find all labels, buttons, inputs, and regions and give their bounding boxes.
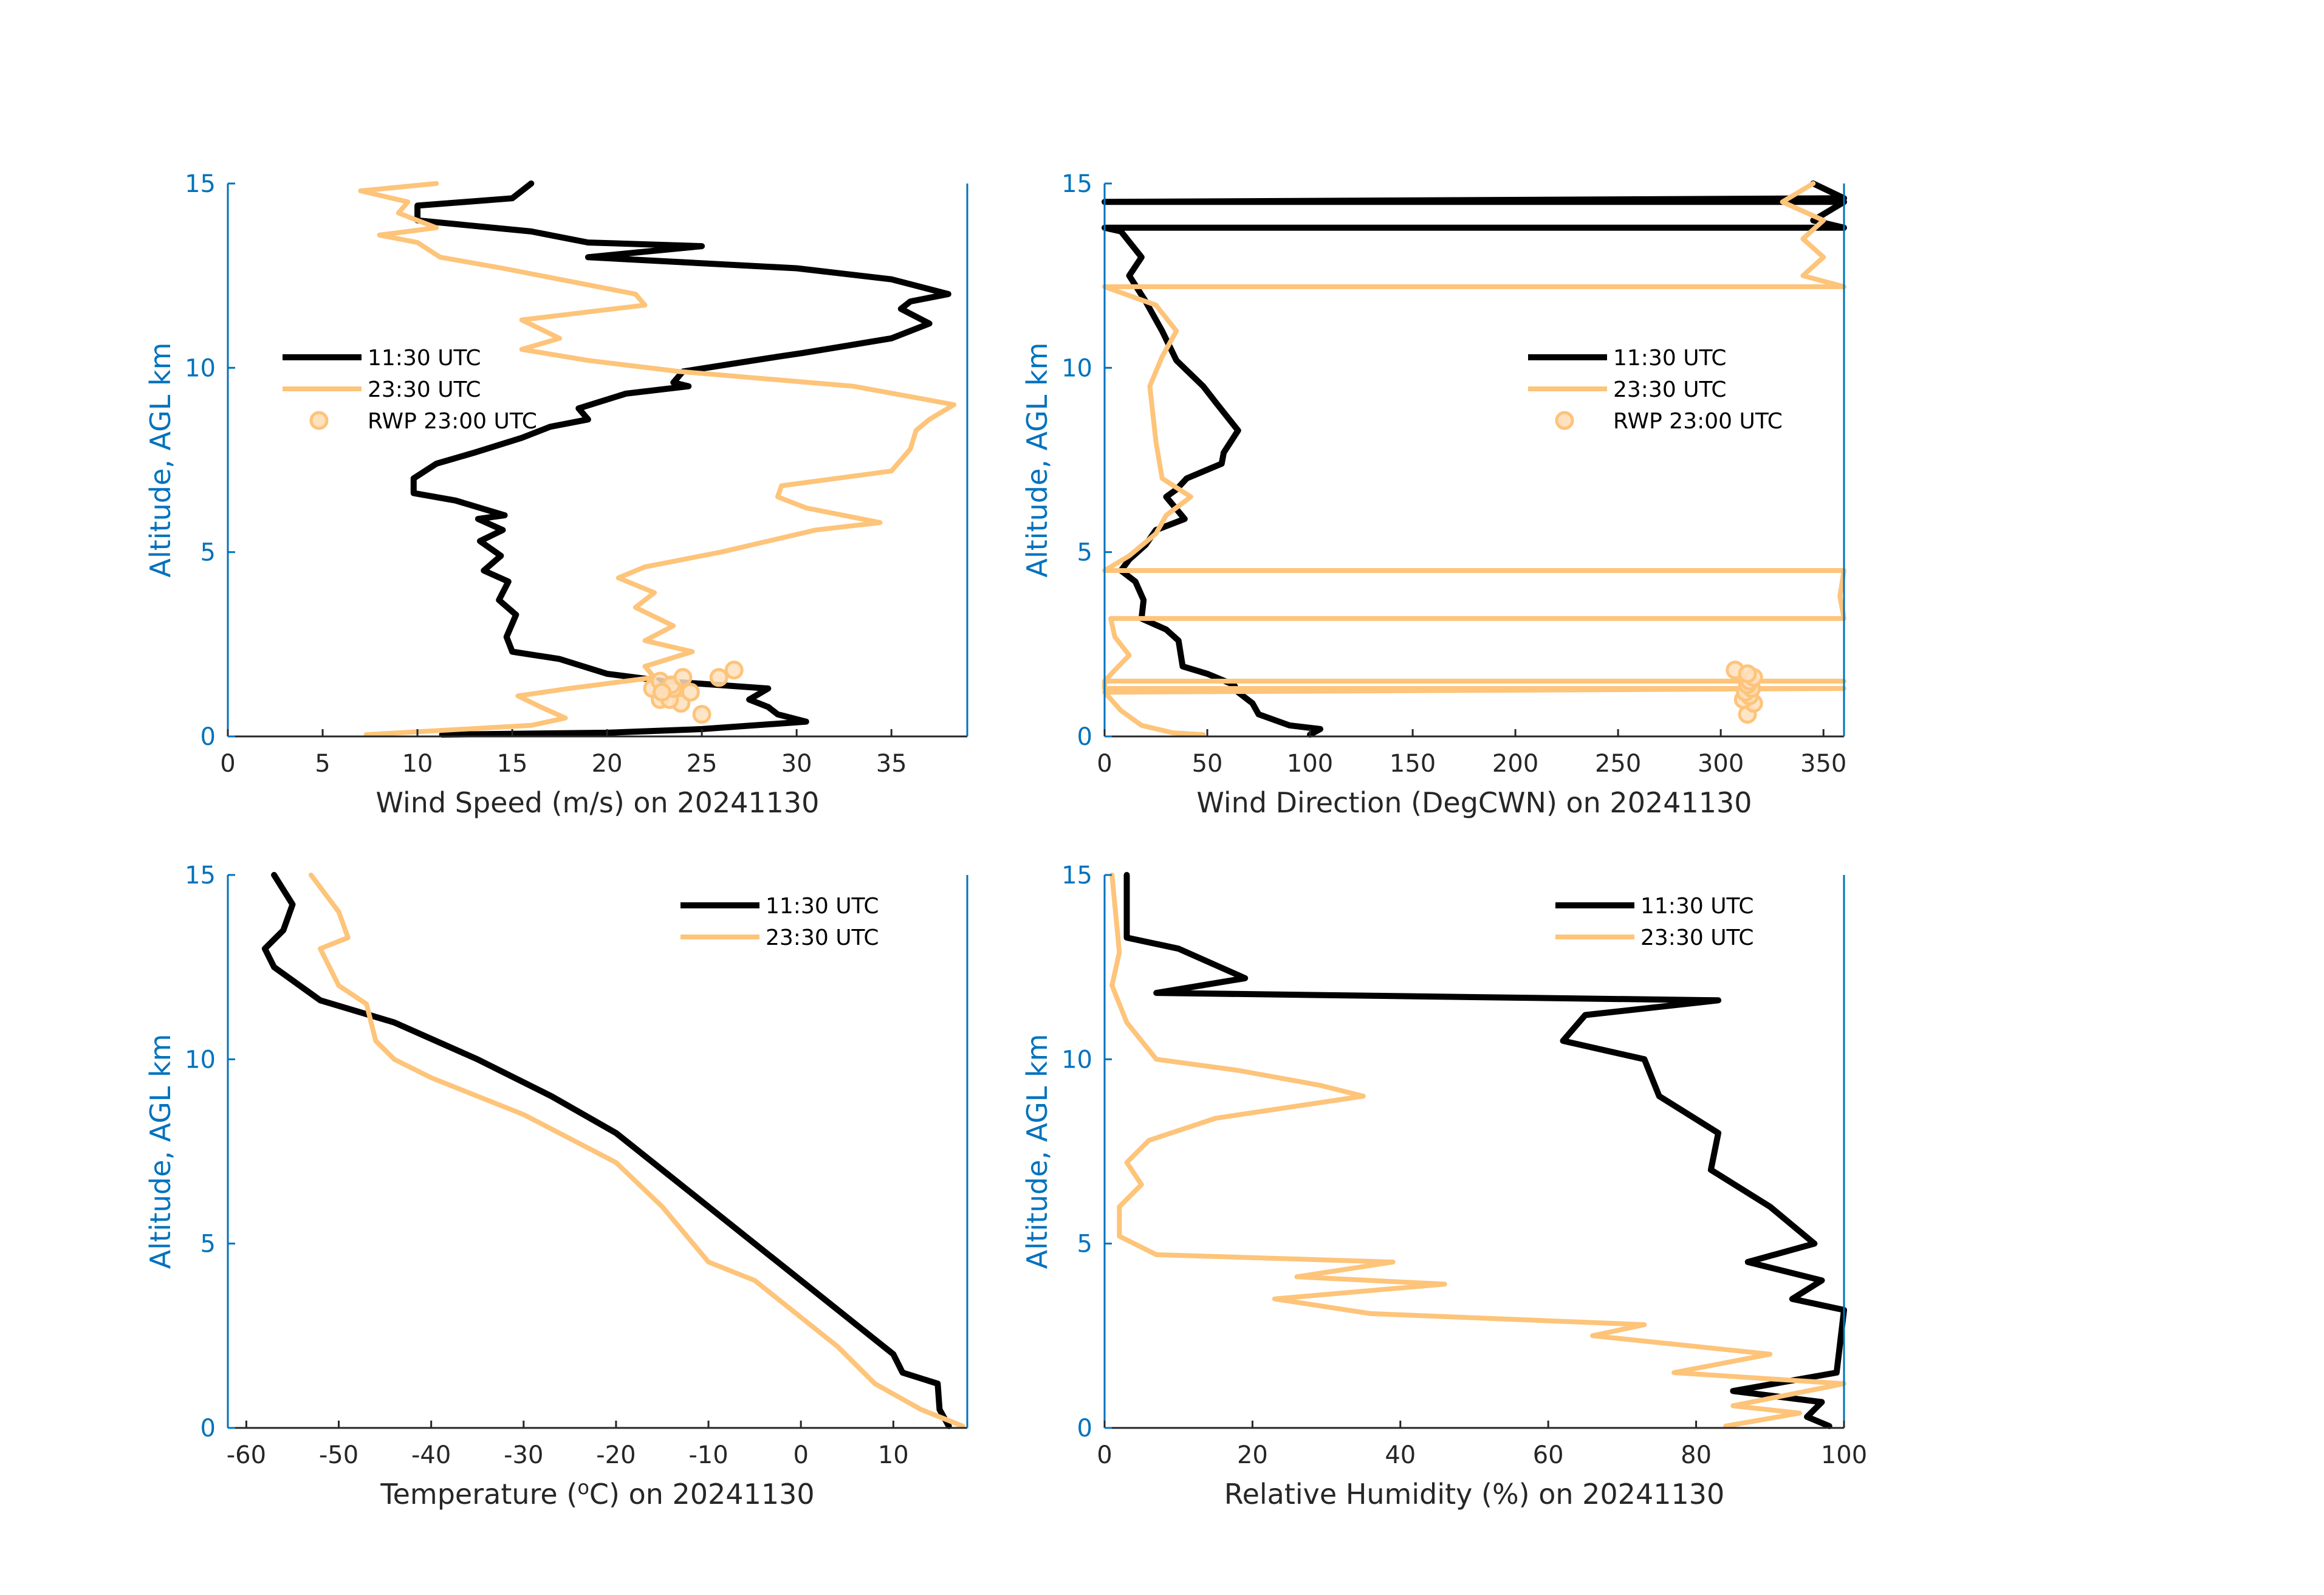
x-tick-label: 30 — [781, 750, 812, 778]
rwp-marker — [673, 668, 693, 687]
chart-panel-wind_speed: 0 5 10 15 20 25 30 35 0 5 10 15 Wind Speed (m/s) on … — [144, 170, 968, 819]
legend: 11:30 UTC 23:30 UTC RWP 23:00 UTC — [283, 346, 537, 434]
x-tick-label: 0 — [1097, 750, 1112, 778]
y-tick-label: 0 — [201, 1415, 216, 1442]
x-axis-title: Wind Direction (DegCWN) on 20241130 — [1196, 786, 1752, 819]
x-tick-label: -50 — [319, 1441, 358, 1469]
x-tick-label: -60 — [227, 1441, 266, 1469]
series-line-2330 — [358, 181, 957, 737]
rwp-marker — [709, 668, 728, 687]
x-tick-label: 300 — [1698, 750, 1744, 778]
y-tick-label: 5 — [201, 1230, 216, 1258]
x-tick-label: 0 — [1097, 1441, 1112, 1469]
x-tick-label: 20 — [1237, 1441, 1268, 1469]
rwp-marker — [724, 660, 744, 680]
chart-panel-wind_direction: 0 50 100 150 200 250 300 350 0 5 10 15 Wind Directio… — [1021, 170, 1847, 819]
y-tick-label: 10 — [1061, 354, 1092, 382]
y-tick-label: 10 — [185, 354, 216, 382]
x-axis-title: Temperature (oC) on 20241130 — [380, 1476, 814, 1511]
legend-swatch-rwp — [1555, 411, 1574, 430]
y-tick-label: 15 — [1061, 862, 1092, 890]
x-tick-label: 350 — [1800, 750, 1846, 778]
x-tick-label: 35 — [876, 750, 907, 778]
y-axis-title: Altitude, AGL km — [144, 1034, 177, 1269]
legend-label: RWP 23:00 UTC — [1613, 409, 1783, 434]
x-tick-label: 5 — [315, 750, 330, 778]
series-line-2330 — [308, 873, 965, 1429]
x-tick-label: 0 — [793, 1441, 808, 1469]
series-line-1130 — [1123, 872, 1847, 1429]
legend-label: 23:30 UTC — [1613, 377, 1727, 402]
x-tick-label: 0 — [220, 750, 235, 778]
y-axis-title: Altitude, AGL km — [144, 342, 177, 577]
series-line-1130 — [261, 872, 952, 1429]
y-tick-label: 10 — [1061, 1046, 1092, 1074]
x-tick-label: 50 — [1192, 750, 1223, 778]
x-tick-label: 100 — [1821, 1441, 1867, 1469]
rwp-marker — [653, 682, 672, 702]
y-tick-label: 0 — [1077, 1415, 1092, 1442]
legend-label: 11:30 UTC — [1613, 346, 1727, 371]
x-tick-label: 250 — [1595, 750, 1641, 778]
x-axis-title: Wind Speed (m/s) on 20241130 — [376, 786, 820, 819]
legend: 11:30 UTC 23:30 UTC — [1555, 894, 1754, 950]
y-tick-label: 0 — [1077, 723, 1092, 751]
y-axis-title: Altitude, AGL km — [1021, 342, 1054, 577]
legend: 11:30 UTC 23:30 UTC RWP 23:00 UTC — [1528, 346, 1783, 434]
x-tick-label: -20 — [596, 1441, 636, 1469]
x-tick-label: 10 — [402, 750, 433, 778]
series-line-1130 — [1102, 180, 1847, 738]
y-tick-label: 15 — [185, 170, 216, 198]
x-tick-label: -10 — [688, 1441, 728, 1469]
x-tick-label: 150 — [1390, 750, 1436, 778]
x-tick-label: 80 — [1681, 1441, 1712, 1469]
x-tick-label: -30 — [504, 1441, 543, 1469]
rwp-marker — [1738, 664, 1757, 684]
x-tick-label: 25 — [687, 750, 718, 778]
rwp-marker — [692, 705, 711, 724]
x-tick-label: 60 — [1533, 1441, 1564, 1469]
chart-panel-temperature: -60 -50 -40 -30 -20 -10 0 10 0 5 10 15 Temperature (… — [144, 862, 968, 1511]
legend-label: 23:30 UTC — [368, 377, 481, 402]
legend-label: 23:30 UTC — [766, 925, 879, 950]
legend-label: 11:30 UTC — [766, 894, 879, 919]
series-line-2330 — [1102, 181, 1846, 737]
y-tick-label: 5 — [1077, 1230, 1092, 1258]
y-tick-label: 5 — [1077, 539, 1092, 567]
y-tick-label: 10 — [185, 1046, 216, 1074]
legend-label: 11:30 UTC — [1640, 894, 1754, 919]
chart-panel-relative_humidity: 0 20 40 60 80 100 0 5 10 15 Relative Humidity (%) … — [1021, 862, 1867, 1511]
y-tick-label: 0 — [201, 723, 216, 751]
y-tick-label: 5 — [201, 539, 216, 567]
y-tick-label: 15 — [185, 862, 216, 890]
x-axis-title: Relative Humidity (%) on 20241130 — [1224, 1478, 1725, 1511]
x-tick-label: 200 — [1492, 750, 1538, 778]
x-tick-label: 100 — [1287, 750, 1333, 778]
x-tick-label: 40 — [1385, 1441, 1416, 1469]
legend-label: RWP 23:00 UTC — [368, 409, 537, 434]
legend-label: 23:30 UTC — [1640, 925, 1754, 950]
rwp-marker — [680, 682, 700, 702]
x-tick-label: 10 — [878, 1441, 909, 1469]
x-tick-label: 20 — [592, 750, 623, 778]
y-axis-title: Altitude, AGL km — [1021, 1034, 1054, 1269]
legend: 11:30 UTC 23:30 UTC — [680, 894, 879, 950]
legend-swatch-rwp — [309, 411, 329, 430]
y-tick-label: 15 — [1061, 170, 1092, 198]
legend-label: 11:30 UTC — [368, 346, 481, 371]
x-tick-label: -40 — [411, 1441, 451, 1469]
series-line-2330 — [1109, 873, 1846, 1429]
x-tick-label: 15 — [497, 750, 528, 778]
